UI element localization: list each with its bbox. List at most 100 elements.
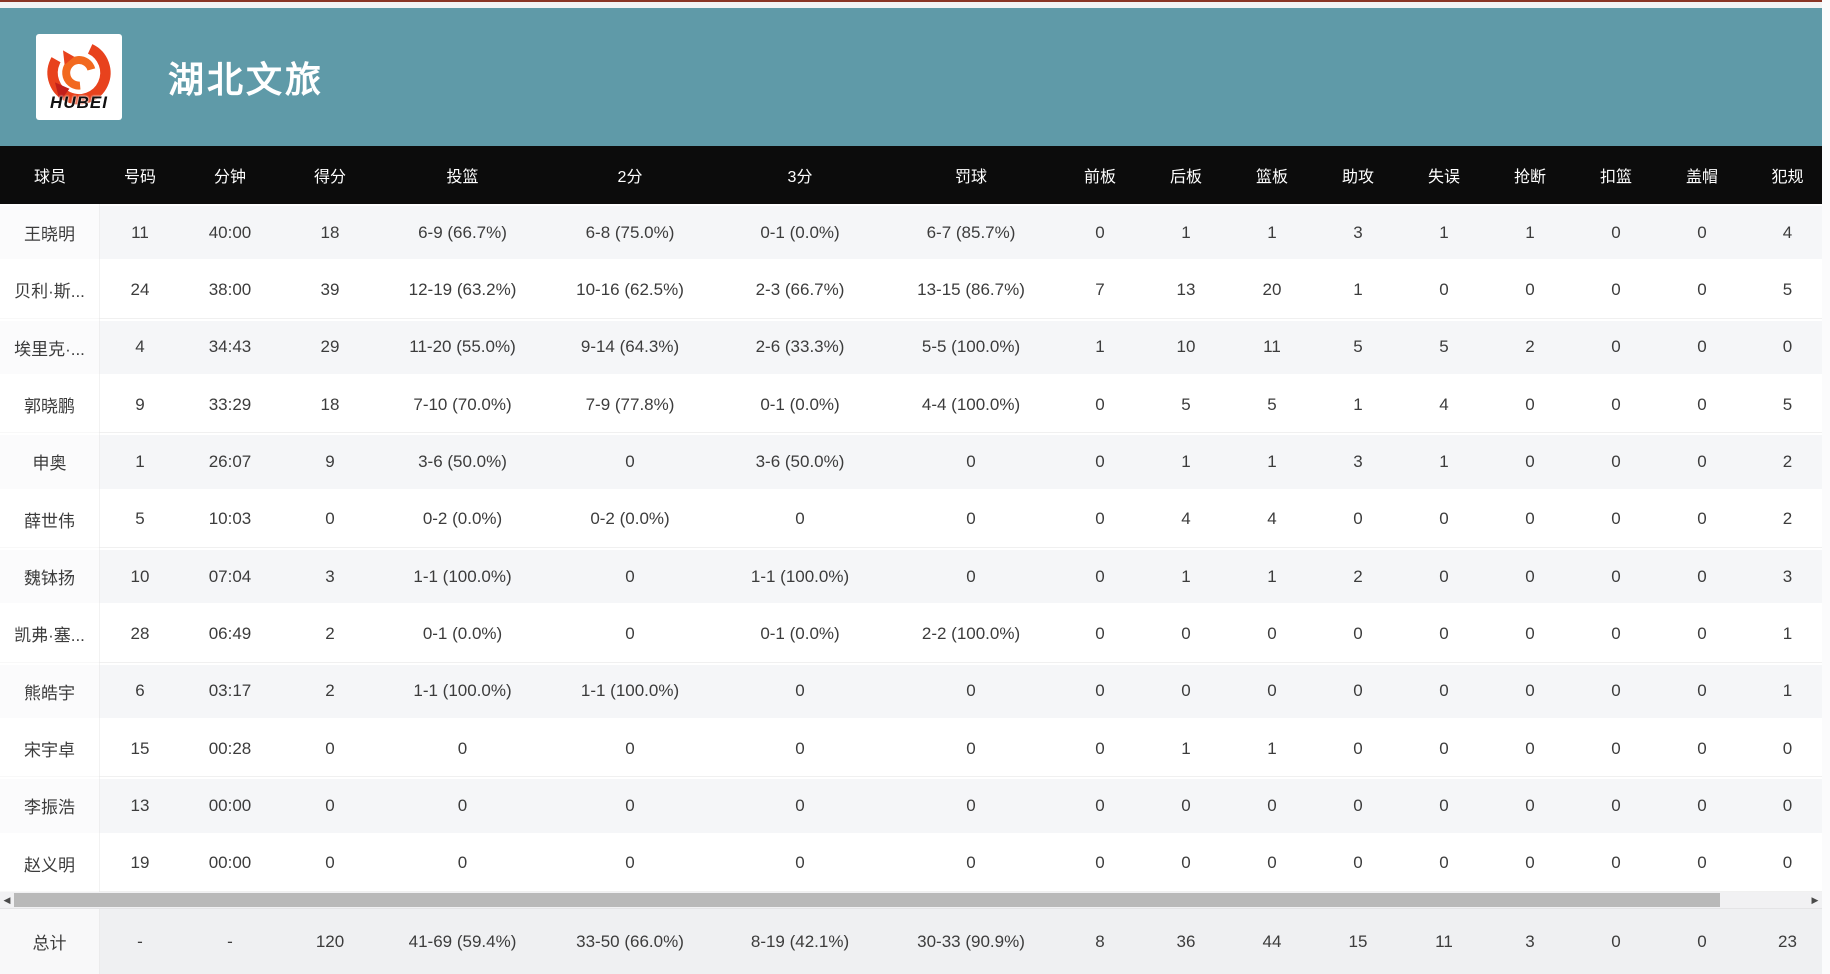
cell-player: 郭晓鹏 (0, 375, 100, 434)
cell-dunk: 0 (1611, 394, 1621, 414)
cell-pf: 0 (1782, 738, 1793, 758)
total-cell-two_pt: 33-50 (66.0%) (576, 931, 684, 951)
cell-dreb: 13 (1176, 279, 1196, 299)
cell-three_pt: 0 (795, 509, 805, 529)
horizontal-scrollbar[interactable]: ◀ ▶ (0, 892, 1830, 908)
table-row: 凯弗·塞... 28 06:49 2 0-1 (0.0%) 0 0-1 (0.0%) 2-2 … (0, 605, 1830, 663)
cell-three_pt: 3-6 (50.0%) (755, 451, 845, 471)
team-header: HUBEI 湖北文旅 (0, 8, 1830, 146)
cell-pf: 4 (1782, 222, 1793, 242)
table-header-row: 球员 号码 分钟 得分 投篮 2分 3分 罚球 前板 后板 篮板 助攻 失误 抢断 扣篮 盖帽 犯规 (0, 146, 1830, 204)
cell-points: 0 (325, 853, 335, 873)
cell-blk: 0 (1697, 451, 1707, 471)
cell-blk: 0 (1697, 681, 1707, 701)
total-cell-ft: 30-33 (90.9%) (917, 931, 1025, 951)
cell-stl: 0 (1525, 566, 1535, 586)
cell-minutes: 00:00 (208, 795, 252, 815)
cell-dreb: 1 (1181, 738, 1191, 758)
cell-points: 0 (325, 509, 335, 529)
scroll-left-icon[interactable]: ◀ (3, 894, 11, 905)
cell-stl: 0 (1525, 681, 1535, 701)
cell-fg: 1-1 (100.0%) (413, 681, 512, 701)
cell-fg: 0 (457, 853, 468, 873)
cell-number: 24 (130, 279, 150, 299)
cell-player: 宋宇卓 (0, 719, 100, 778)
cell-ast: 5 (1353, 337, 1363, 357)
cell-two_pt: 7-9 (77.8%) (585, 394, 675, 414)
table-row: 赵义明 19 00:00 0 0 0 0 0 0 0 0 0 0 0 0 0 0 (0, 834, 1830, 892)
table-row: 薛世伟 5 10:03 0 0-2 (0.0%) 0-2 (0.0%) 0 0 0 4 4 0 0 0 0 0… (0, 490, 1830, 548)
cell-player: 贝利·斯... (0, 261, 100, 319)
cell-number: 9 (135, 394, 145, 414)
cell-pf: 2 (1782, 509, 1793, 529)
cell-minutes: 38:00 (208, 279, 252, 299)
vertical-scrollbar-track[interactable] (1822, 0, 1830, 974)
cell-blk: 0 (1697, 853, 1707, 873)
cell-ft: 0 (966, 451, 976, 471)
cell-dreb: 1 (1181, 451, 1191, 471)
cell-to: 0 (1439, 681, 1449, 701)
total-cell-dreb: 36 (1176, 931, 1196, 951)
total-cell-number: - (137, 931, 143, 951)
cell-pf: 0 (1782, 795, 1793, 815)
cell-to: 5 (1439, 337, 1449, 357)
cell-ft: 4-4 (100.0%) (921, 394, 1021, 414)
cell-pf: 2 (1782, 451, 1793, 471)
cell-blk: 0 (1697, 394, 1707, 414)
cell-dunk: 0 (1611, 795, 1621, 815)
cell-dunk: 0 (1611, 451, 1621, 471)
cell-three_pt: 2-3 (66.7%) (755, 279, 845, 299)
table-row: 申奥 1 26:07 9 3-6 (50.0%) 0 3-6 (50.0%) 0 0 1 1 3 1 0 0… (0, 433, 1830, 491)
total-cell-oreb: 8 (1095, 931, 1105, 951)
cell-oreb: 0 (1095, 566, 1105, 586)
cell-dunk: 0 (1611, 279, 1621, 299)
cell-oreb: 0 (1095, 509, 1105, 529)
cell-three_pt: 0-1 (0.0%) (760, 222, 840, 242)
cell-two_pt: 10-16 (62.5%) (576, 279, 684, 299)
cell-pf: 5 (1782, 394, 1793, 414)
cell-three_pt: 0 (795, 853, 805, 873)
cell-ft: 2-2 (100.0%) (921, 623, 1021, 643)
cell-reb: 20 (1262, 279, 1282, 299)
cell-reb: 1 (1267, 222, 1277, 242)
total-cell-blk: 0 (1697, 931, 1707, 951)
column-header-minutes: 分钟 (213, 169, 246, 186)
cell-minutes: 10:03 (208, 509, 252, 529)
cell-number: 15 (130, 738, 150, 758)
column-header-ast: 助攻 (1341, 169, 1374, 186)
column-header-blk: 盖帽 (1685, 169, 1718, 186)
table-row: 熊皓宇 6 03:17 2 1-1 (100.0%) 1-1 (100.0%) 0 0 0 0 0 0… (0, 662, 1830, 720)
cell-three_pt: 1-1 (100.0%) (750, 566, 850, 586)
cell-dreb: 1 (1181, 566, 1191, 586)
cell-two_pt: 1-1 (100.0%) (580, 681, 680, 701)
cell-to: 0 (1439, 795, 1449, 815)
cell-points: 0 (325, 738, 335, 758)
cell-points: 18 (320, 222, 340, 242)
scroll-right-icon[interactable]: ▶ (1811, 894, 1819, 905)
cell-points: 29 (320, 337, 340, 357)
cell-three_pt: 0 (795, 681, 805, 701)
cell-minutes: 33:29 (208, 394, 252, 414)
cell-pf: 0 (1782, 337, 1793, 357)
cell-ast: 0 (1353, 509, 1363, 529)
cell-player: 申奥 (0, 433, 100, 491)
cell-dreb: 10 (1176, 337, 1196, 357)
cell-reb: 0 (1267, 795, 1277, 815)
total-cell-reb: 44 (1262, 931, 1282, 951)
window-top-border (0, 0, 1830, 8)
table-row: 魏钵扬 10 07:04 3 1-1 (100.0%) 0 1-1 (100.0%) 0 0 1 1… (0, 547, 1830, 606)
cell-fg: 3-6 (50.0%) (418, 451, 507, 471)
cell-reb: 4 (1267, 509, 1277, 529)
cell-stl: 0 (1525, 853, 1535, 873)
cell-dunk: 0 (1611, 681, 1621, 701)
cell-minutes: 00:00 (208, 853, 252, 873)
cell-fg: 11-20 (55.0%) (409, 337, 516, 357)
scrollbar-thumb[interactable] (14, 893, 1720, 907)
cell-ft: 13-15 (86.7%) (917, 279, 1025, 299)
cell-stl: 0 (1525, 279, 1535, 299)
cell-stl: 0 (1525, 394, 1535, 414)
cell-three_pt: 2-6 (33.3%) (755, 337, 845, 357)
cell-player: 凯弗·塞... (0, 605, 100, 663)
cell-minutes: 06:49 (208, 623, 252, 643)
cell-two_pt: 0 (625, 795, 635, 815)
